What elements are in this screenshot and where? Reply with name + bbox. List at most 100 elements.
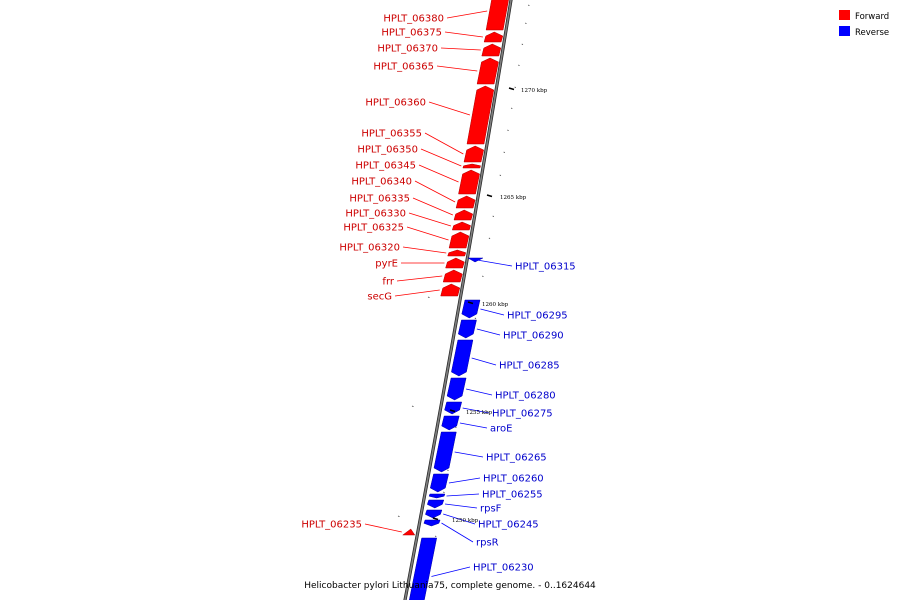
gene-label: rpsR	[476, 538, 499, 549]
gene-label: HPLT_06320	[339, 243, 400, 254]
minor-tick	[474, 317, 477, 319]
gene-feature	[428, 493, 446, 499]
gene-feature	[440, 283, 461, 297]
gene-label: HPLT_06290	[503, 331, 564, 342]
leader-line	[476, 259, 513, 267]
features	[402, 0, 509, 600]
gene-label: HPLT_06345	[355, 161, 416, 172]
gene-label: HPLT_06260	[483, 474, 544, 485]
gene-feature	[455, 195, 476, 209]
gene-label: HPLT_06340	[351, 177, 412, 188]
leader-line	[459, 422, 488, 429]
gene-label: HPLT_06350	[357, 145, 418, 156]
genome-backbone	[404, 0, 512, 600]
gene-feature	[458, 319, 477, 339]
gene-feature	[458, 169, 480, 195]
tick-label: 1260 kbp	[482, 302, 509, 308]
gene-label: rpsF	[480, 504, 502, 515]
gene-feature	[402, 528, 416, 536]
gene-label: HPLT_06325	[343, 223, 404, 234]
gene-feature	[485, 0, 509, 31]
gene-label: HPLT_06315	[515, 262, 576, 273]
leader-line	[444, 503, 478, 509]
leader-line	[466, 388, 493, 396]
gene-feature	[448, 231, 470, 249]
gene-label: HPLT_06355	[361, 129, 422, 140]
gene-label: HPLT_06365	[373, 62, 434, 73]
gene-feature	[453, 209, 473, 221]
gene-label: HPLT_06380	[383, 14, 444, 25]
minor-tick	[411, 405, 414, 407]
gene-label: HPLT_06335	[349, 194, 410, 205]
gene-label: HPLT_06230	[473, 563, 534, 574]
gene-label: HPLT_06245	[478, 520, 539, 531]
minor-tick	[443, 491, 445, 493]
gene-feature	[447, 249, 467, 257]
gene-feature	[426, 499, 445, 509]
gene-feature	[467, 257, 484, 263]
tick-label: 1265 kbp	[500, 195, 527, 201]
leader-lines	[364, 10, 513, 577]
gene-label: HPLT_06370	[377, 44, 438, 55]
leader-line	[431, 566, 471, 577]
gene-feature	[446, 377, 467, 401]
gene-label: pyrE	[375, 259, 398, 270]
leader-line	[408, 212, 452, 227]
tick-label: 1270 kbp	[521, 88, 548, 94]
tick-label: 1255 kbp	[466, 410, 493, 416]
gene-label: HPLT_06375	[381, 28, 442, 39]
map-caption: Helicobacter pylori Lithuania75, complet…	[304, 581, 596, 591]
major-tick	[486, 194, 493, 198]
gene-label: HPLT_06280	[495, 391, 556, 402]
minor-tick	[518, 64, 520, 66]
major-tick	[449, 409, 456, 413]
legend: Forward Reverse	[839, 10, 889, 38]
gene-label: aroE	[490, 424, 512, 435]
leader-line	[441, 522, 474, 543]
leader-line	[448, 477, 481, 484]
gene-label: HPLT_06275	[492, 409, 553, 420]
leader-line	[418, 164, 459, 183]
gene-feature	[441, 415, 460, 431]
minor-tick	[492, 215, 495, 217]
leader-line	[402, 246, 447, 254]
leader-line	[428, 101, 471, 116]
leader-line	[396, 275, 443, 282]
gene-label: HPLT_06285	[499, 361, 560, 372]
tick-label: 1250 kbp	[452, 518, 479, 524]
gene-label: HPLT_06295	[507, 311, 568, 322]
major-tick	[432, 517, 439, 521]
minor-tick	[447, 469, 449, 471]
leader-line	[436, 65, 478, 72]
gene-label: HPLT_06235	[301, 520, 362, 531]
leader-line	[420, 148, 462, 167]
minor-tick	[510, 107, 513, 109]
gene-feature	[461, 299, 481, 319]
gene-feature	[423, 519, 441, 527]
leader-line	[444, 31, 483, 38]
legend-reverse-swatch	[839, 26, 850, 36]
gene-feature	[445, 257, 465, 269]
minor-tick	[427, 296, 430, 298]
gene-labels: HPLT_06380 HPLT_06375 HPLT_06370 HPLT_06365…	[301, 14, 575, 574]
leader-line	[424, 132, 464, 155]
leader-line	[414, 180, 456, 203]
gene-feature	[451, 339, 474, 377]
gene-label: secG	[367, 292, 392, 303]
leader-line	[412, 197, 454, 216]
minor-tick	[528, 4, 530, 6]
leader-line	[364, 523, 402, 533]
gene-label: frr	[382, 277, 394, 288]
gene-label: HPLT_06330	[345, 209, 406, 220]
gene-feature	[466, 85, 495, 145]
leader-line	[406, 226, 449, 241]
backbone	[403, 0, 513, 600]
minor-tick	[507, 129, 509, 131]
legend-forward-label: Forward	[855, 12, 889, 22]
gene-label: HPLT_06360	[365, 98, 426, 109]
gene-feature	[433, 431, 457, 473]
minor-tick	[514, 86, 517, 88]
gene-feature	[444, 401, 463, 415]
gene-feature	[483, 31, 504, 43]
gene-feature	[481, 43, 502, 57]
